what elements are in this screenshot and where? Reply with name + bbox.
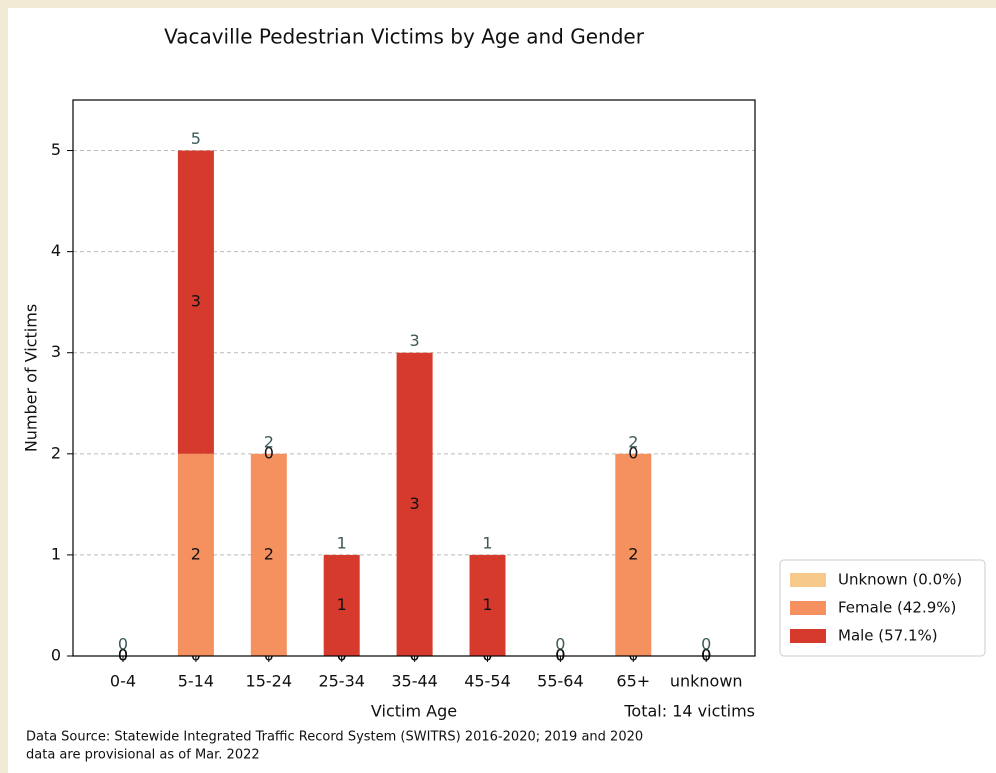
value-label: 0 — [118, 646, 128, 665]
legend-label: Male (57.1%) — [838, 627, 938, 645]
bar-segment — [177, 150, 214, 454]
bar-segment — [323, 554, 360, 656]
x-tick-label: 0-4 — [110, 672, 136, 691]
total-label: 0 — [701, 635, 711, 654]
x-tick-label: 15-24 — [246, 672, 293, 691]
value-label: 1 — [337, 595, 347, 614]
value-label: 2 — [264, 544, 274, 563]
x-tick-label: 35-44 — [391, 672, 438, 691]
y-tick-label: 3 — [51, 342, 61, 361]
total-label: 0 — [555, 635, 565, 654]
bar-segment — [396, 352, 433, 656]
legend-swatch — [790, 629, 826, 643]
y-tick-label: 4 — [51, 241, 61, 260]
bar-segment — [615, 453, 652, 656]
value-label: 0 — [628, 443, 638, 462]
y-tick-label: 1 — [51, 544, 61, 563]
value-label: 0 — [701, 646, 711, 665]
x-tick-label: unknown — [670, 672, 743, 691]
legend-swatch — [790, 573, 826, 587]
x-axis-label: Victim Age — [371, 702, 457, 721]
y-tick-label: 2 — [51, 443, 61, 462]
total-label: 5 — [191, 129, 201, 148]
y-tick-label: 5 — [51, 140, 61, 159]
value-label: 3 — [410, 494, 420, 513]
total-label: 0 — [118, 635, 128, 654]
legend-label: Female (42.9%) — [838, 599, 956, 617]
x-tick-label: 45-54 — [464, 672, 511, 691]
value-label: 0 — [118, 646, 128, 665]
x-tick-label: 25-34 — [318, 672, 365, 691]
legend-label: Unknown (0.0%) — [838, 571, 962, 589]
bar-segment — [469, 554, 506, 656]
legend-swatch — [790, 601, 826, 615]
legend-box — [779, 559, 986, 657]
plot-frame — [72, 99, 756, 657]
value-label: 0 — [701, 646, 711, 665]
bar-segment — [177, 453, 214, 656]
chart-title: Vacaville Pedestrian Victims by Age and … — [164, 25, 645, 49]
value-label: 0 — [555, 646, 565, 665]
x-tick-label: 55-64 — [537, 672, 584, 691]
bar-segment — [250, 453, 287, 656]
value-label: 0 — [118, 646, 128, 665]
value-label: 2 — [191, 544, 201, 563]
x-tick-label: 5-14 — [178, 672, 214, 691]
value-label: 0 — [264, 443, 274, 462]
source-note: Data Source: Statewide Integrated Traffi… — [26, 730, 643, 745]
total-label: 1 — [337, 533, 347, 552]
value-label: 0 — [555, 646, 565, 665]
source-note: data are provisional as of Mar. 2022 — [26, 748, 260, 763]
total-label: 2 — [264, 432, 274, 451]
y-axis-label: Number of Victims — [22, 304, 41, 452]
value-label: 1 — [482, 595, 492, 614]
value-label: 0 — [701, 646, 711, 665]
total-label: 1 — [482, 533, 492, 552]
value-label: 0 — [555, 646, 565, 665]
total-label: 3 — [410, 331, 420, 350]
panel — [8, 8, 996, 773]
x-tick-label: 65+ — [616, 672, 650, 691]
value-label: 3 — [191, 292, 201, 311]
y-tick-label: 0 — [51, 646, 61, 665]
total-label: 2 — [628, 432, 638, 451]
annotation: Total: 14 victims — [623, 702, 755, 721]
value-label: 2 — [628, 544, 638, 563]
